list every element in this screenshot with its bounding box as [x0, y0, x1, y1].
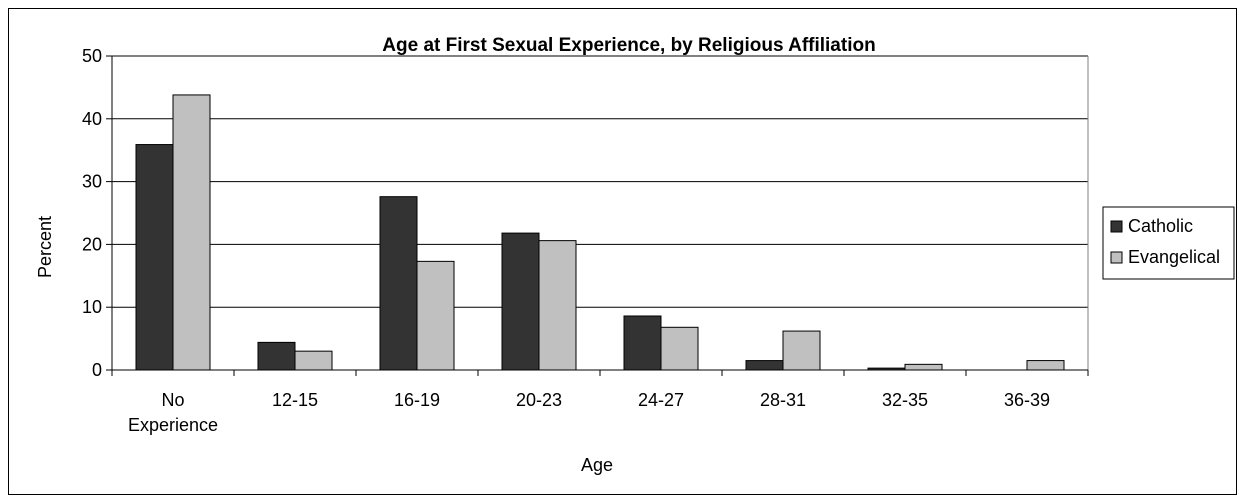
bar-evangelical — [538, 240, 577, 371]
y-axis-label: Percent — [35, 216, 55, 278]
y-tick-label: 0 — [92, 360, 102, 380]
x-tick-label: No Experience — [128, 390, 218, 435]
bar-evangelical — [782, 330, 821, 371]
legend-swatch-catholic — [1110, 220, 1123, 233]
bar-catholic — [623, 315, 662, 371]
legend-swatch-evangelical — [1110, 251, 1123, 264]
y-tick-label: 40 — [82, 109, 102, 129]
y-tick-label: 50 — [82, 46, 102, 66]
axes — [106, 55, 1089, 376]
legend: Catholic Evangelical — [1102, 206, 1235, 280]
legend-label-evangelical: Evangelical — [1128, 247, 1220, 267]
bar-evangelical — [172, 94, 211, 371]
x-tick-label: 24-27 — [638, 390, 684, 410]
x-tick-label: 28-31 — [760, 390, 806, 410]
bar-evangelical — [416, 260, 455, 371]
bar-catholic — [379, 196, 418, 371]
chart-frame: Age at First Sexual Experience, by Relig… — [8, 8, 1237, 495]
bar-catholic — [257, 341, 296, 371]
bar-evangelical — [904, 363, 943, 371]
y-tick-label: 20 — [82, 234, 102, 254]
y-tick-label: 30 — [82, 172, 102, 192]
bars — [135, 94, 1065, 371]
x-tick-label: 20-23 — [516, 390, 562, 410]
bar-catholic — [745, 360, 784, 371]
x-tick-label: 16-19 — [394, 390, 440, 410]
bar-chart: Age at First Sexual Experience, by Relig… — [35, 35, 1235, 475]
bar-catholic — [501, 232, 540, 371]
legend-label-catholic: Catholic — [1128, 216, 1193, 236]
x-tick-labels: No Experience 12-15 16-19 20-23 24-27 28-31 32-… — [128, 390, 1050, 435]
y-tick-label: 10 — [82, 297, 102, 317]
bar-evangelical — [660, 326, 699, 371]
chart-title: Age at First Sexual Experience, by Relig… — [382, 35, 875, 56]
x-tick-label: 12-15 — [272, 390, 318, 410]
legend-box — [1102, 206, 1235, 280]
y-tick-labels: 0 10 20 30 40 50 — [82, 46, 102, 380]
gridlines — [112, 55, 1089, 370]
bar-evangelical — [294, 350, 333, 371]
x-tick-label: 36-39 — [1004, 390, 1050, 410]
x-axis-label: Age — [581, 455, 613, 475]
bar-evangelical — [1026, 360, 1065, 371]
x-tick-label: 32-35 — [882, 390, 928, 410]
bar-catholic — [135, 144, 174, 371]
